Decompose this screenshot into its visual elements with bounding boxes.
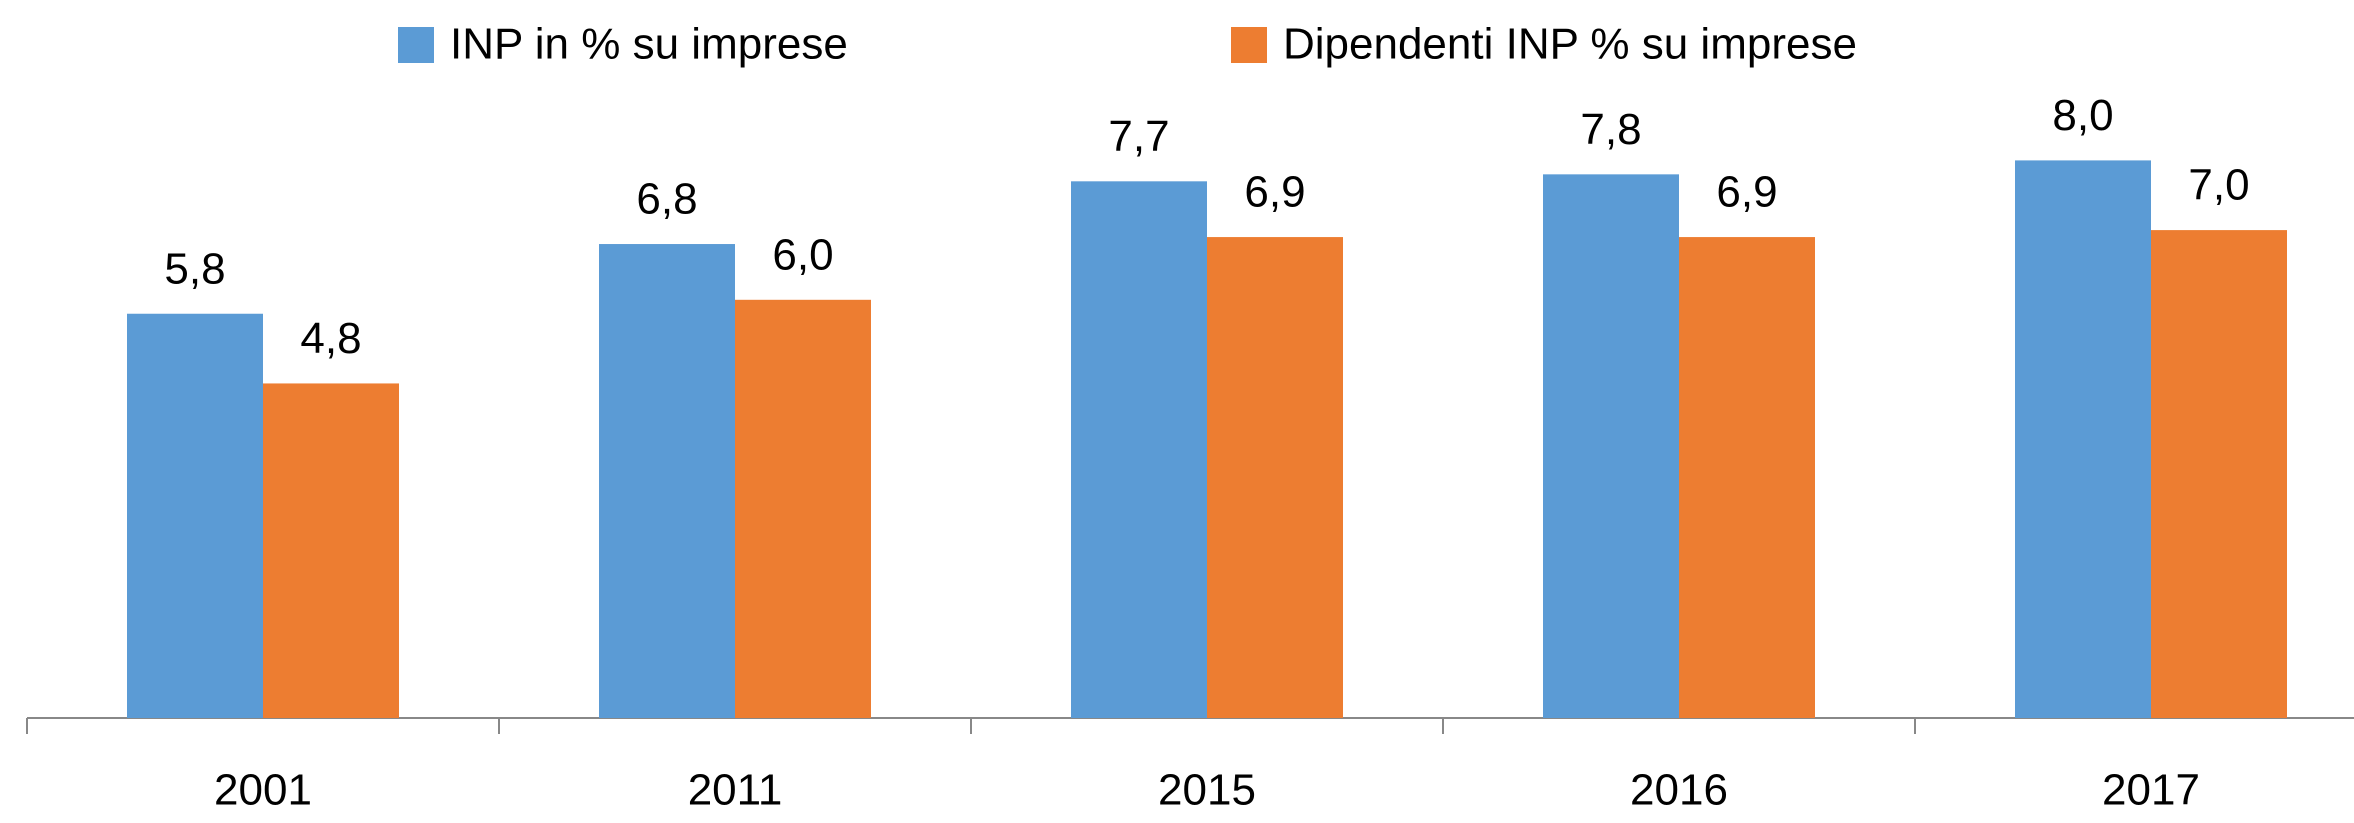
- bar: [263, 383, 399, 718]
- x-tick-label: 2011: [688, 766, 783, 815]
- x-tick-label: 2001: [214, 766, 312, 815]
- data-label: 7,0: [2188, 161, 2249, 210]
- legend-swatch: [1231, 27, 1267, 63]
- data-label: 6,9: [1716, 168, 1777, 217]
- bar: [2151, 230, 2287, 718]
- legend-swatch: [398, 27, 434, 63]
- bar: [2015, 160, 2151, 718]
- data-label: 6,9: [1244, 168, 1305, 217]
- x-tick-label: 2017: [2102, 766, 2200, 815]
- x-tick-label: 2015: [1158, 766, 1256, 815]
- data-label: 4,8: [300, 314, 361, 363]
- bar: [1543, 174, 1679, 719]
- x-tick-label: 2016: [1630, 766, 1728, 815]
- bar: [735, 299, 871, 718]
- bar: [1207, 237, 1343, 718]
- data-label: 7,7: [1108, 112, 1169, 161]
- data-label: 6,0: [772, 230, 833, 279]
- data-label: 8,0: [2052, 91, 2113, 140]
- bar: [599, 244, 735, 719]
- bar: [127, 313, 263, 718]
- legend-label: Dipendenti INP % su imprese: [1283, 20, 1857, 69]
- bar: [1679, 237, 1815, 718]
- data-label: 7,8: [1580, 105, 1641, 154]
- data-label: 5,8: [164, 244, 225, 293]
- data-label: 6,8: [636, 175, 697, 224]
- legend-label: INP in % su imprese: [450, 20, 848, 69]
- bar: [1071, 181, 1207, 718]
